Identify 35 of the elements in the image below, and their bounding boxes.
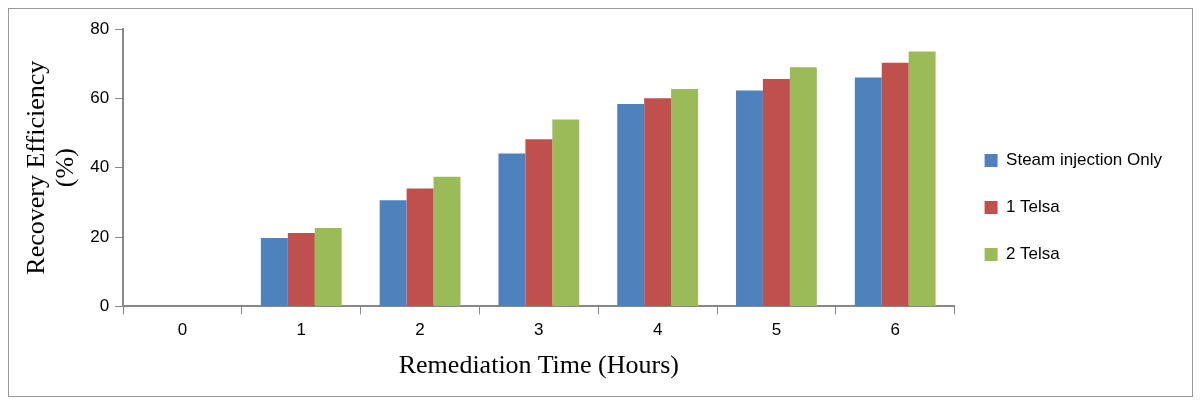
y-tick-label: 80 [90, 18, 110, 38]
bar [433, 176, 461, 306]
x-axis-title: Remediation Time (Hours) [398, 350, 679, 380]
bar [498, 153, 526, 306]
bar [854, 77, 882, 306]
x-tick-label: 4 [652, 320, 663, 340]
bar [908, 51, 936, 306]
bar [736, 90, 763, 306]
bar [260, 238, 288, 306]
bar [406, 188, 434, 306]
x-tick-label: 6 [890, 320, 900, 340]
x-tick-label: 3 [534, 320, 544, 340]
x-tick-label: 0 [177, 320, 188, 340]
bar [552, 119, 580, 306]
y-tick-label: 60 [90, 88, 110, 108]
bar [644, 98, 672, 306]
bar [671, 88, 699, 306]
legend-label: 1 Telsa [1006, 197, 1061, 217]
bar [762, 78, 790, 306]
x-tick-label: 1 [296, 320, 307, 340]
bar [789, 67, 817, 306]
legend-label: 2 Telsa [1006, 244, 1061, 264]
y-tick-label: 20 [90, 226, 110, 246]
bar [379, 200, 407, 306]
y-tick-label: 0 [99, 296, 110, 316]
bar [881, 62, 909, 306]
x-tick-label: 5 [771, 320, 782, 340]
bar [525, 139, 553, 306]
bar [314, 228, 342, 306]
x-tick-label: 2 [415, 320, 425, 340]
bar [287, 232, 315, 306]
legend-label: Steam injection Only [1006, 150, 1163, 170]
y-axis-title: Recovery Efficiency (%) [21, 60, 79, 275]
y-tick-label: 40 [90, 157, 110, 177]
bar [617, 103, 645, 306]
